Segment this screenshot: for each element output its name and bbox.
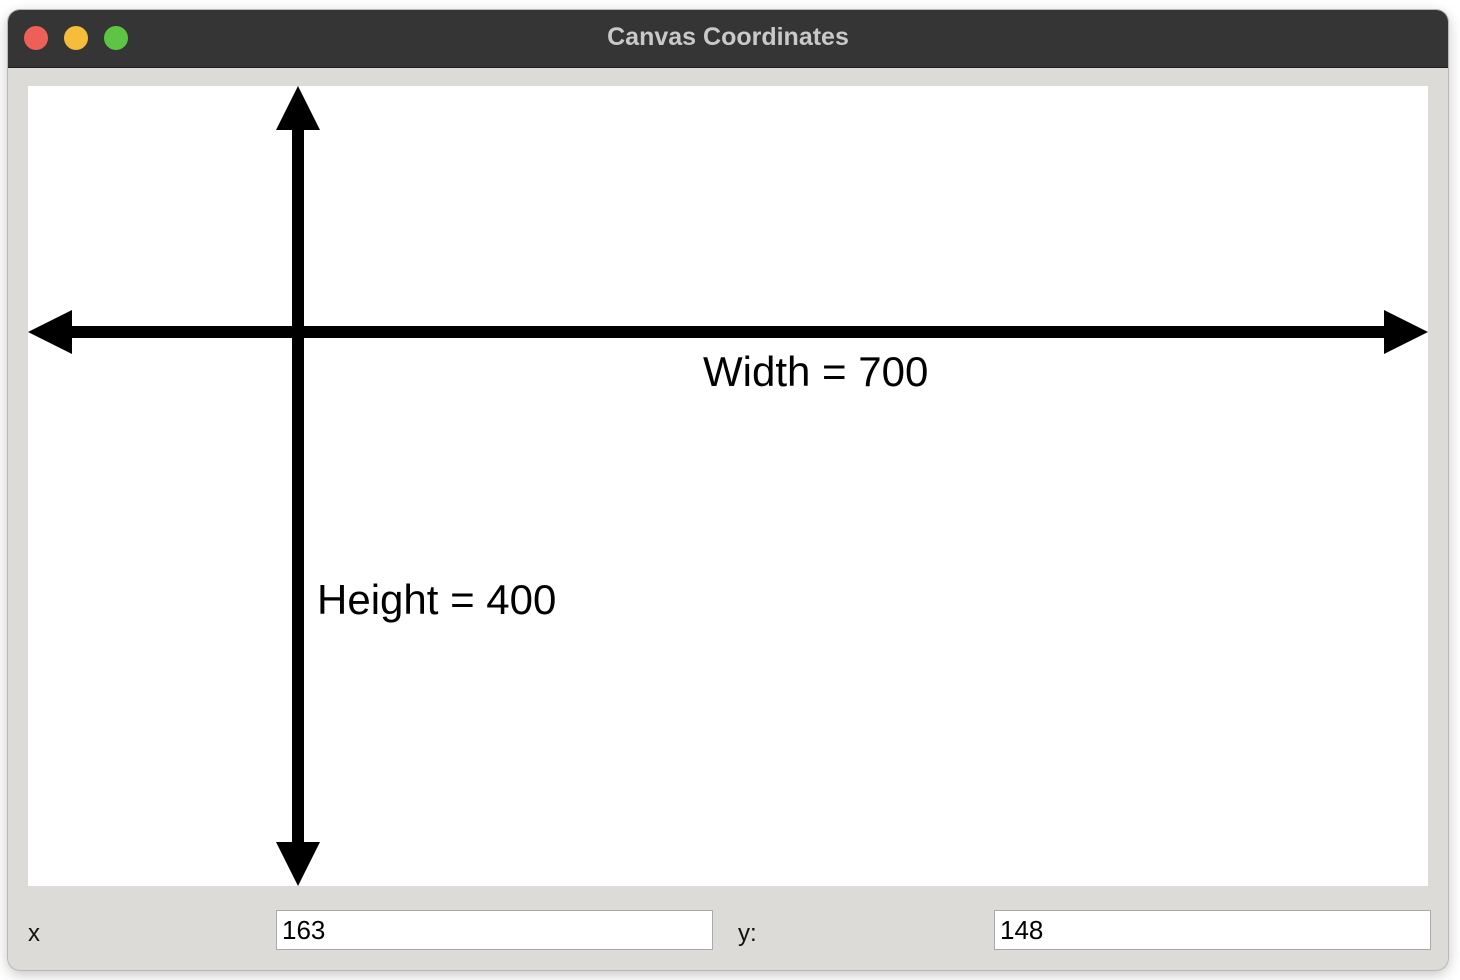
y-coordinate-field[interactable]: [994, 910, 1431, 950]
canvas-drawing: Width = 700 Height = 400: [28, 86, 1428, 886]
width-arrow-left-head: [28, 310, 72, 354]
minimize-button[interactable]: [64, 26, 88, 50]
drawing-canvas[interactable]: Width = 700 Height = 400: [28, 86, 1428, 886]
close-button[interactable]: [24, 26, 48, 50]
height-arrow-top-head: [276, 86, 320, 130]
app-window: Canvas Coordinates Width = 700 Height = …: [8, 10, 1448, 970]
y-coordinate-label: y:: [738, 920, 757, 947]
x-coordinate-field[interactable]: [276, 910, 713, 950]
x-coordinate-label: x: [28, 920, 40, 947]
window-title: Canvas Coordinates: [607, 23, 849, 51]
title-bar[interactable]: Canvas Coordinates: [8, 10, 1448, 68]
maximize-button[interactable]: [104, 26, 128, 50]
height-arrow-bottom-head: [276, 842, 320, 886]
width-arrow-right-head: [1384, 310, 1428, 354]
height-label: Height = 400: [317, 576, 556, 623]
width-label: Width = 700: [703, 348, 928, 395]
